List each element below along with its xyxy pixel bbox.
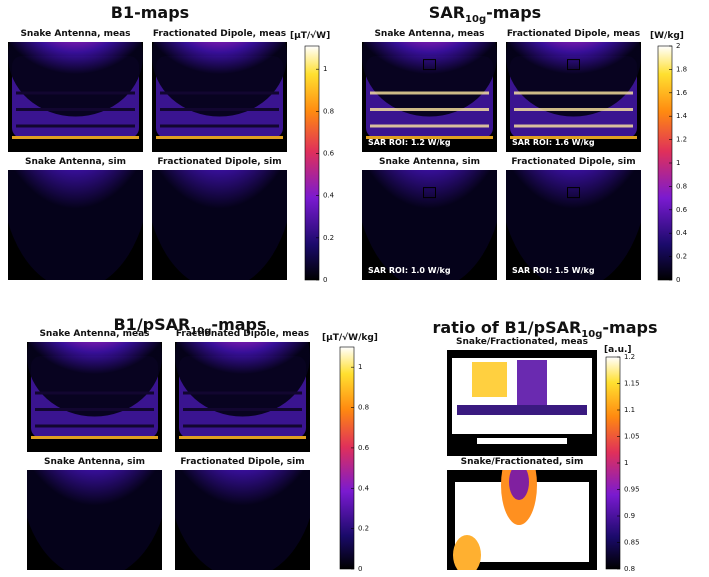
colorbar-tick-label: 0.2 [323, 234, 334, 242]
panel-title: B1-maps [111, 3, 189, 22]
colorbar-tick-label: 0 [323, 276, 327, 284]
colorbar-tick-label: 0.4 [358, 484, 370, 492]
colorbar-tick-label: 0 [358, 565, 362, 573]
image-label: Snake Antenna, meas [20, 29, 130, 39]
map-image [8, 170, 143, 280]
colorbar-tick-label: 0.4 [323, 192, 335, 200]
colorbar-tick-label: 1 [676, 159, 680, 167]
colorbar-tick-label: 0.8 [676, 182, 687, 190]
image-label: Fractionated Dipole, meas [176, 329, 309, 339]
title-text: B1/pSAR [113, 315, 190, 334]
roi-label: SAR ROI: 1.6 W/kg [512, 138, 595, 147]
image-label: Snake Antenna, sim [379, 157, 480, 167]
roi-label: SAR ROI: 1.2 W/kg [368, 138, 451, 147]
colorbar-tick-label: 0.6 [323, 150, 335, 158]
panel: B1-maps Snake Antenna, meas Fractionated D… [8, 3, 335, 284]
panel-title: SAR10g-maps [429, 3, 541, 25]
colorbar-tick-label: 0.85 [624, 539, 640, 547]
colorbar-tick-label: 1.4 [676, 112, 688, 120]
colorbar-tick-label: 0.2 [676, 253, 687, 261]
colorbar-tick-label: 1.2 [624, 353, 635, 361]
image-label: Fractionated Dipole, sim [511, 157, 635, 167]
colorbar [339, 346, 355, 570]
roi-label: SAR ROI: 1.0 W/kg [368, 266, 451, 275]
colorbar-tick-label: 1.2 [676, 136, 687, 144]
colorbar-tick-label: 1.15 [624, 380, 640, 388]
panel: ratio of B1/pSAR10g-mapsSnake/Fractionat… [433, 318, 658, 574]
colorbar-tick-label: 1.05 [624, 433, 640, 441]
colorbar-unit: [W/kg] [650, 31, 684, 41]
image-label: Snake Antenna, meas [39, 329, 149, 339]
panel-title: B1/pSAR10g-maps [113, 315, 266, 337]
image-label: Snake/Fractionated, sim [461, 457, 584, 467]
image-label: Fractionated Dipole, meas [153, 29, 286, 39]
colorbar-tick-label: 1.1 [624, 406, 635, 414]
image-label: Snake/Fractionated, meas [456, 337, 588, 347]
title-subscript: 10g [190, 326, 211, 337]
image-label: Snake Antenna, meas [374, 29, 484, 39]
map-image [175, 342, 310, 452]
image-label: Snake Antenna, sim [44, 457, 145, 467]
colorbar-tick-label: 2 [676, 42, 680, 50]
title-rest: -maps [486, 3, 541, 22]
colorbar-tick-label: 0.4 [676, 229, 688, 237]
image-label: Snake Antenna, sim [25, 157, 126, 167]
map-image [447, 470, 597, 570]
colorbar-unit: [μT/√W] [290, 30, 330, 41]
image-label: Fractionated Dipole, meas [507, 29, 640, 39]
map-image [362, 170, 497, 280]
colorbar-unit: [μT/√W/kg] [322, 332, 378, 343]
title-rest: -maps [602, 318, 657, 337]
colorbar-tick-label: 0.95 [624, 486, 640, 494]
roi-label: SAR ROI: 1.5 W/kg [512, 266, 595, 275]
map-image [506, 42, 641, 152]
title-text: ratio of B1/pSAR [433, 318, 582, 337]
colorbar-tick-label: 0.2 [358, 525, 369, 533]
map-image [27, 342, 162, 452]
colorbar-tick-label: 0 [676, 276, 680, 284]
title-text: B1-maps [111, 3, 189, 22]
image-label: Fractionated Dipole, sim [157, 157, 281, 167]
colorbar-tick-label: 1 [358, 363, 362, 371]
colorbar-tick-label: 0.8 [358, 404, 369, 412]
colorbar-tick-label: 1.6 [676, 89, 688, 97]
colorbar-tick-label: 0.9 [624, 512, 635, 520]
colorbar-tick-label: 1.8 [676, 65, 687, 73]
colorbar-tick-label: 1 [323, 65, 327, 73]
map-image [362, 42, 497, 152]
map-image [8, 42, 143, 152]
image-label: Fractionated Dipole, sim [180, 457, 304, 467]
title-text: SAR [429, 3, 465, 22]
colorbar-tick-label: 1 [624, 459, 628, 467]
colorbar-tick-label: 0.8 [323, 107, 334, 115]
map-image [447, 350, 597, 456]
colorbar [304, 45, 320, 281]
colorbar-tick-label: 0.8 [624, 565, 635, 573]
title-subscript: 10g [581, 329, 602, 340]
map-image [152, 42, 287, 152]
colorbar-tick-label: 0.6 [358, 444, 370, 452]
title-subscript: 10g [465, 14, 486, 25]
map-image [152, 170, 287, 280]
title-rest: -maps [211, 315, 266, 334]
map-image [175, 470, 310, 570]
panel-title: ratio of B1/pSAR10g-maps [433, 318, 658, 340]
map-image [27, 470, 162, 570]
colorbar-unit: [a.u.] [604, 345, 632, 355]
colorbar-tick-label: 0.6 [676, 206, 688, 214]
map-image [506, 170, 641, 280]
